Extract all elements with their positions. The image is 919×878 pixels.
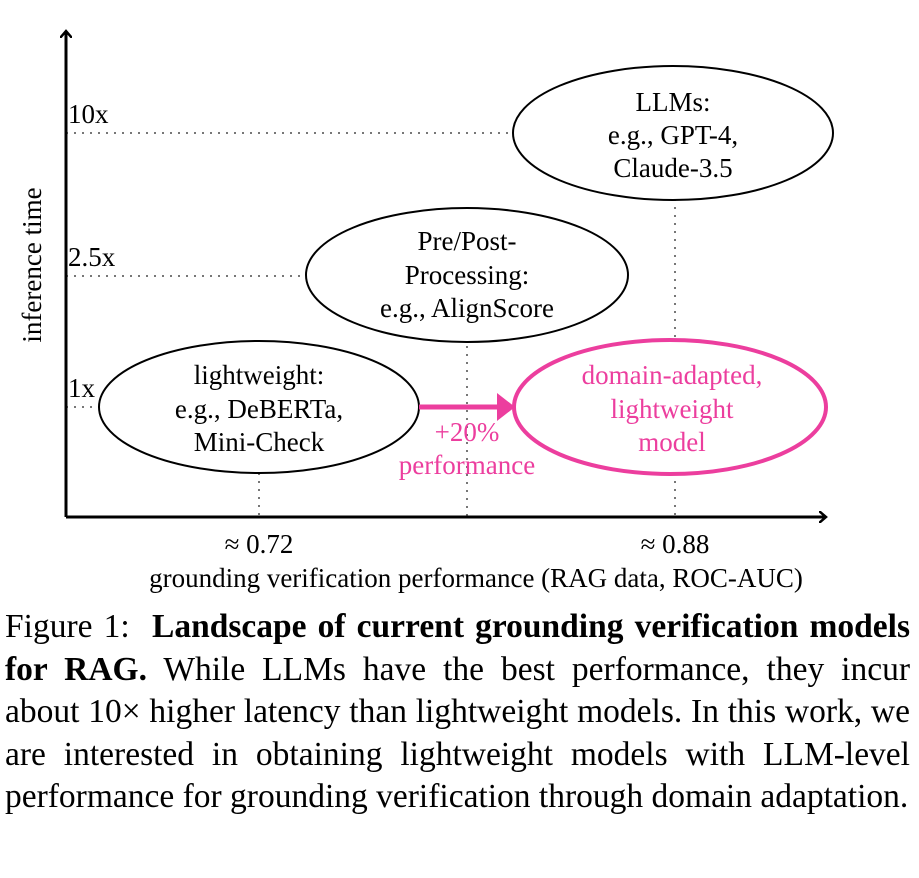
node-lightweight-line-2: e.g., DeBERTa, [175, 394, 343, 424]
node-lightweight-line-1: lightweight: [194, 360, 325, 390]
node-llms-ellipse [512, 65, 834, 201]
y-tick-10x: 10x [68, 99, 109, 129]
x-tick-0.72: ≈ 0.72 [225, 529, 294, 559]
node-lightweight-line-3: Mini-Check [194, 427, 325, 457]
node-llms: LLMs: e.g., GPT-4, Claude-3.5 [512, 65, 834, 201]
node-prepost-ellipse [305, 207, 629, 343]
node-prepost-line-2: Processing: [405, 260, 530, 290]
improvement-arrow-label-2: performance [399, 450, 535, 480]
caption-body: While LLMs have the best performance, th… [5, 650, 910, 816]
node-domain-adapted-line-2: lightweight [611, 394, 734, 424]
y-tick-1x: 1x [68, 373, 96, 403]
node-llms-line-2: e.g., GPT-4, [608, 120, 738, 150]
caption-figure-label: Figure 1: [5, 608, 130, 645]
improvement-arrow-label-1: +20% [435, 417, 500, 447]
landscape-diagram: 10x 2.5x 1x ≈ 0.72 ≈ 0.88 inference time… [17, 0, 834, 593]
node-prepost: Pre/Post- Processing: e.g., AlignScore [305, 207, 629, 343]
node-domain-adapted: domain-adapted, lightweight model [512, 338, 828, 476]
node-domain-adapted-line-3: model [638, 427, 706, 457]
x-axis-label: grounding verification performance (RAG … [149, 563, 803, 593]
figure-caption: Figure 1: Landscape of current grounding… [5, 606, 910, 819]
x-tick-0.88: ≈ 0.88 [641, 529, 710, 559]
improvement-arrow: +20% performance [399, 393, 535, 480]
node-prepost-line-1: Pre/Post- [417, 226, 516, 256]
caption-title: Landscape of current grounding verificat… [5, 608, 910, 688]
node-prepost-line-3: e.g., AlignScore [380, 293, 554, 323]
improvement-arrow-head [497, 393, 515, 421]
y-tick-2.5x: 2.5x [68, 242, 116, 272]
y-axis-label: inference time [17, 187, 47, 342]
node-llms-line-1: LLMs: [635, 87, 710, 117]
node-domain-adapted-line-1: domain-adapted, [582, 360, 763, 390]
node-llms-line-3: Claude-3.5 [613, 153, 732, 183]
guide-lines [66, 132, 676, 517]
node-lightweight: lightweight: e.g., DeBERTa, Mini-Check [98, 340, 420, 474]
